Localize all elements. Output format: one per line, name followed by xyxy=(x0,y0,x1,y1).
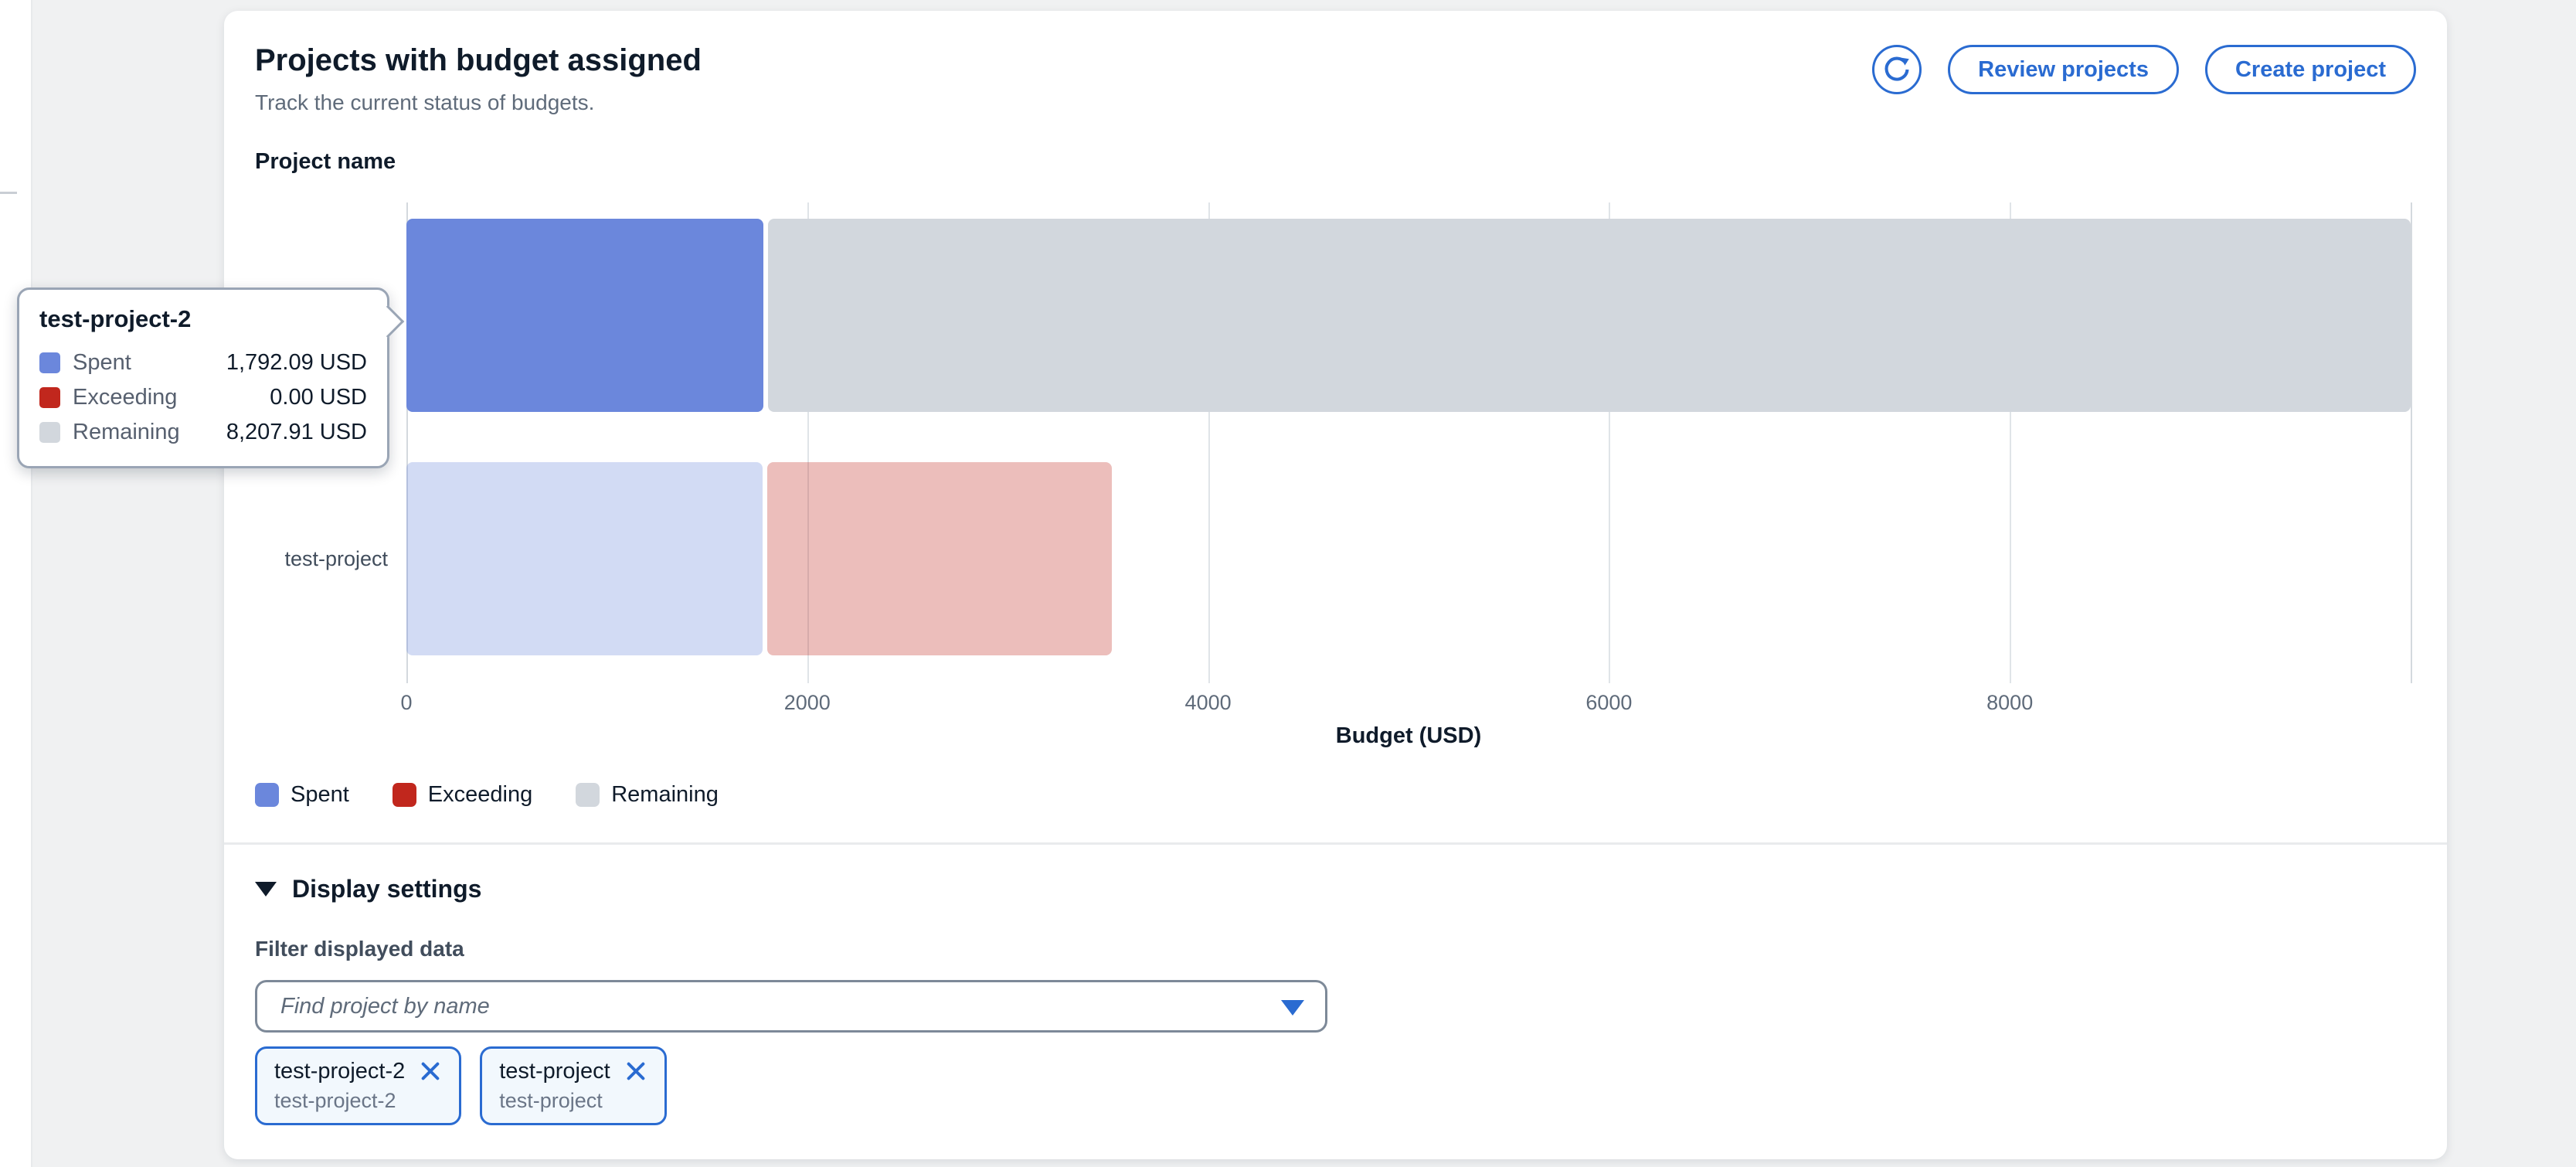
review-projects-button[interactable]: Review projects xyxy=(1948,45,2179,94)
side-panel-divider xyxy=(0,192,17,194)
legend-item-spent[interactable]: Spent xyxy=(255,782,349,808)
chart-y-axis-title: Project name xyxy=(255,149,396,174)
tooltip-series-label: Remaining xyxy=(73,420,180,444)
tooltip-row-exceeding: Exceeding 0.00 USD xyxy=(39,380,367,415)
tooltip-swatch-icon xyxy=(39,352,60,373)
token-top-row: test-project-2 xyxy=(274,1056,442,1086)
close-icon xyxy=(421,1062,440,1080)
legend-swatch-icon xyxy=(255,783,279,807)
budget-dashboard-card: Projects with budget assigned Track the … xyxy=(224,11,2447,1159)
x-tick-label: 8000 xyxy=(1986,691,2034,714)
bar-segment-exceeding-test-project[interactable] xyxy=(767,462,1113,655)
token-top-row: test-project xyxy=(499,1056,647,1086)
bar-segment-remaining-test-project-2[interactable] xyxy=(767,219,2411,412)
budget-bar-chart: 0 2000 4000 6000 8000 Budget (USD) xyxy=(400,202,2412,759)
chart-legend: Spent Exceeding Remaining xyxy=(255,782,719,808)
x-tick-label: 6000 xyxy=(1585,691,1633,714)
legend-swatch-icon xyxy=(392,783,416,807)
legend-swatch-icon xyxy=(576,783,600,807)
filter-token-test-project-2: test-project-2 test-project-2 xyxy=(255,1046,462,1125)
filter-displayed-data-label: Filter displayed data xyxy=(255,937,464,961)
tooltip-series-value: 8,207.91 USD xyxy=(226,420,367,444)
project-filter-input[interactable] xyxy=(255,980,1327,1033)
bar-segment-spent-test-project[interactable] xyxy=(406,462,763,655)
collapsed-side-panel[interactable] xyxy=(0,0,32,1167)
legend-item-remaining[interactable]: Remaining xyxy=(576,782,719,808)
category-label: test-project xyxy=(284,547,388,570)
bar-segment-spent-test-project-2[interactable] xyxy=(406,219,763,412)
display-settings-title: Display settings xyxy=(292,875,482,903)
tooltip-row-remaining: Remaining 8,207.91 USD xyxy=(39,415,367,450)
filter-token-group: test-project-2 test-project-2 test-project… xyxy=(255,1046,667,1125)
legend-item-exceeding[interactable]: Exceeding xyxy=(392,782,533,808)
header-actions: Review projects Create project xyxy=(1872,45,2416,94)
token-label: test-project-2 xyxy=(274,1059,406,1084)
legend-label: Remaining xyxy=(611,782,719,807)
gridline xyxy=(807,202,809,683)
tooltip-series-label: Spent xyxy=(73,350,131,375)
chart-tooltip: test-project-2 Spent 1,792.09 USD Exceedin… xyxy=(17,287,405,468)
token-description: test-project xyxy=(499,1089,603,1112)
tooltip-swatch-icon xyxy=(39,387,60,408)
display-settings-expander[interactable]: Display settings xyxy=(255,875,481,903)
x-tick-label: 4000 xyxy=(1184,691,1232,714)
token-dismiss-button[interactable] xyxy=(419,1060,442,1083)
tooltip-row-spent: Spent 1,792.09 USD xyxy=(39,345,367,380)
filter-token-test-project: test-project test-project xyxy=(480,1046,667,1125)
tooltip-series-value: 1,792.09 USD xyxy=(226,350,367,375)
project-filter-select xyxy=(255,980,1327,1033)
gridline xyxy=(406,202,408,683)
close-icon xyxy=(627,1062,645,1080)
tooltip-title: test-project-2 xyxy=(39,305,192,332)
gridline xyxy=(1208,202,1210,683)
gridline xyxy=(1609,202,1611,683)
x-tick-label: 2000 xyxy=(783,691,831,714)
refresh-icon xyxy=(1883,56,1911,83)
tooltip-swatch-icon xyxy=(39,422,60,443)
token-dismiss-button[interactable] xyxy=(624,1060,647,1083)
create-project-button[interactable]: Create project xyxy=(2204,45,2416,94)
caret-down-icon xyxy=(255,882,277,897)
legend-label: Exceeding xyxy=(427,782,533,807)
page-subtitle: Track the current status of budgets. xyxy=(255,90,595,114)
token-label: test-project xyxy=(499,1059,610,1084)
tooltip-series-label: Exceeding xyxy=(73,385,178,410)
legend-label: Spent xyxy=(291,782,349,807)
token-description: test-project-2 xyxy=(274,1089,396,1112)
page-title: Projects with budget assigned xyxy=(255,43,702,77)
x-tick-label: 0 xyxy=(400,691,413,714)
gridline xyxy=(2411,202,2412,683)
tooltip-series-value: 0.00 USD xyxy=(270,385,367,410)
refresh-button[interactable] xyxy=(1872,45,1922,94)
gridline xyxy=(2010,202,2012,683)
chart-x-axis-title: Budget (USD) xyxy=(1335,723,1482,748)
section-divider xyxy=(224,842,2447,845)
